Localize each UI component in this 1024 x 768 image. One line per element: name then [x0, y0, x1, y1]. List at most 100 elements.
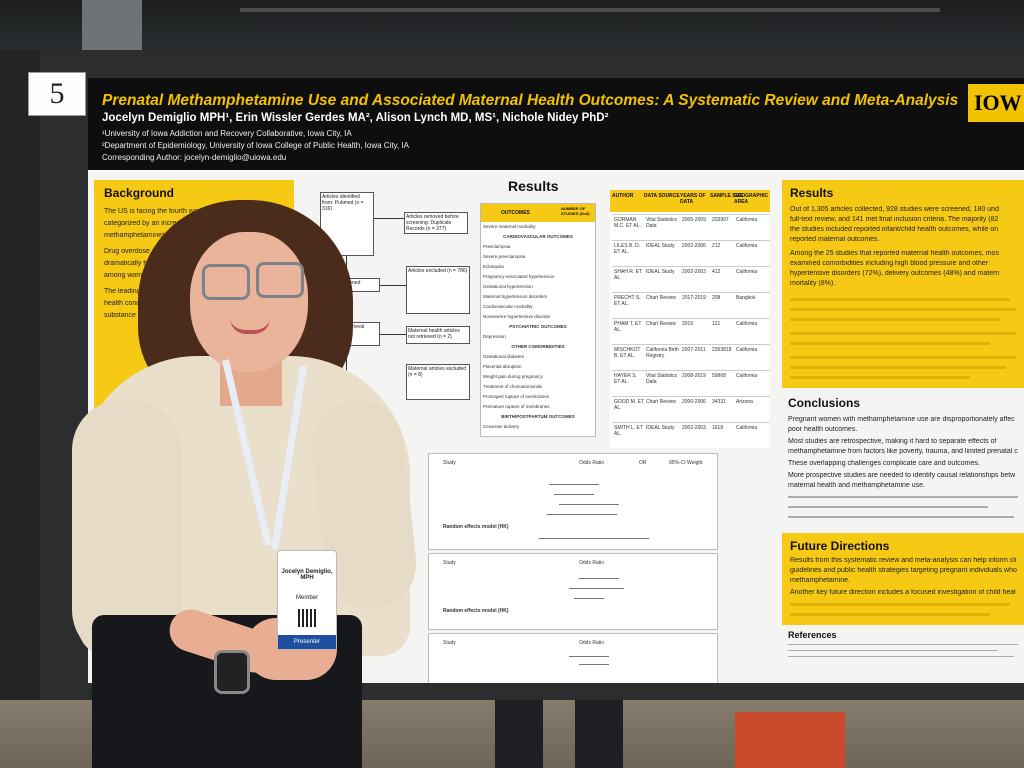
flow-box-not-retrieved: Maternal health articles not retrieved (… [406, 326, 470, 344]
name-badge: Jocelyn Demiglio, MPH Member Presenter [277, 550, 337, 650]
university-logo: IOW [968, 84, 1024, 122]
outcomes-row: OTHER COMORBIDITIES [511, 344, 565, 349]
outcomes-row: Treatment of chorioamnionitis [483, 384, 543, 389]
study-table-cell: 2002-2006 [682, 243, 706, 249]
venue-pillar [82, 0, 142, 55]
board-number-card: 5 [28, 72, 86, 116]
poster-authors: Jocelyn Demiglio MPH¹, Erin Wissler Gerd… [102, 112, 609, 124]
study-table-cell: Vital Statistics Data [646, 373, 678, 385]
background-heading: Background [104, 186, 175, 200]
outcomes-row: Severe preeclampsia [483, 254, 526, 259]
background-person-red-pants [735, 712, 845, 768]
results-bullet: full-text review, and 141 met final incl… [790, 216, 999, 223]
forest-plot-2: Study Odds Ratio Random effects model (H… [428, 553, 718, 630]
study-table-cell: 2000-2006 [682, 399, 706, 405]
study-table-cell: California [736, 217, 758, 223]
outcomes-row: BIRTH/POSTPARTUM OUTCOMES [501, 414, 575, 419]
outcomes-table-header: OUTCOMES NUMBER OF STUDIES (N=8) [481, 204, 595, 222]
background-bullet: methamphetamine¹. [104, 232, 167, 239]
results-bullet: reported maternal outcomes. [790, 236, 880, 243]
poster-title: Prenatal Methamphetamine Use and Associa… [102, 92, 959, 109]
study-table-row: SMITH L. ET AL. IDEAL Study 2002-2003 1618 C… [612, 422, 770, 450]
study-table-row: GOOD M. ET AL. Chart Review 2000-2006 34331… [612, 396, 770, 424]
outcomes-row: Severe maternal morbidity [483, 224, 536, 229]
conclusion-bullet: poor health outcomes. [788, 426, 858, 433]
poster-affiliation-1: ¹University of Iowa Addiction and Recove… [102, 129, 352, 138]
badge-role: Member [295, 595, 318, 601]
outcomes-row: Eclampsia [483, 264, 504, 269]
study-table-cell: Chart Review [646, 295, 677, 301]
outcomes-row: Cardiovascular morbidity [483, 304, 533, 309]
outcomes-table: OUTCOMES NUMBER OF STUDIES (N=8) Severe … [480, 203, 596, 437]
flow-box-removed: Articles removed before screening: Dupli… [404, 212, 468, 234]
study-table-cell: 2002-2003 [682, 269, 706, 275]
conclusion-bullet: maternal health and methamphetamine use. [788, 482, 925, 489]
study-table-cell: California [736, 373, 758, 379]
study-table-cell: Bangkok [736, 295, 756, 301]
conclusion-bullet: Most studies are retrospective, making i… [788, 438, 997, 445]
flow-box-maternal-excluded: Maternal articles excluded (n = 8) [406, 364, 470, 400]
study-table-cell: SHAH R. ET AL. [614, 269, 642, 281]
background-bullet: dramatically from 1999 [104, 260, 175, 267]
study-table-cell: 59868 [712, 373, 726, 379]
study-table-cell: 412 [712, 269, 721, 275]
study-table-cell: Arizona [736, 399, 753, 405]
study-table-cell: California [736, 321, 758, 327]
conclusion-bullet: Pregnant women with methamphetamine use … [788, 416, 1015, 423]
background-person-legs [495, 700, 543, 768]
results-heading-center: Results [508, 178, 559, 194]
background-bullet: The US is facing the fourth wave [104, 208, 206, 215]
poster-header: Prenatal Methamphetamine Use and Associa… [88, 78, 1024, 170]
study-table-header: AUTHOR DATA SOURCE YEARS OF DATA SAMPLE … [610, 190, 770, 212]
study-table-row: LILES B. D. ET AL. IDEAL Study 2002-2006 21… [612, 240, 770, 268]
study-table-cell: Chart Review [646, 399, 677, 405]
results-bullet: mortality (8%). [790, 280, 836, 287]
study-table-cell: California Birth Registry [646, 347, 679, 359]
flow-box-excluded: Articles excluded (n = 786) [406, 266, 470, 314]
study-table-cell: GOOD M. ET AL. [614, 399, 644, 411]
results-heading-right: Results [790, 186, 834, 200]
person-smile [230, 318, 270, 334]
future-directions-heading: Future Directions [790, 539, 890, 553]
study-table-row: HAYER S. ET AL. Vital Statistics Data 2008… [612, 370, 770, 398]
forest-plot-1: Study Odds Ratio OR 95%-CI Weight Random… [428, 453, 718, 550]
outcomes-row: Preeclampsia [483, 244, 511, 249]
background-bullet: health conditions, w [104, 300, 166, 307]
outcomes-row: Weight gain during pregnancy [483, 374, 543, 379]
study-table-cell: PRECHT S. ET AL. [614, 295, 641, 307]
study-table-row: PRECHT S. ET AL. Chart Review 2017-2019 208… [612, 292, 770, 320]
results-section-right: Results Out of 1,305 articles collected,… [782, 180, 1024, 388]
results-bullet: Out of 1,305 articles collected, 928 stu… [790, 206, 999, 213]
study-table-row: MISCHKOT B. ET AL. California Birth Regis… [612, 344, 770, 372]
background-bullet: substance use dis [104, 312, 161, 319]
study-table-cell: PHAM T. ET AL. [614, 321, 642, 333]
future-bullet: methamphetamine. [790, 577, 850, 584]
outcomes-row: Placental abruption [483, 364, 522, 369]
outcomes-row: Gestational hypertension [483, 284, 533, 289]
outcomes-row: Gestational diabetes [483, 354, 525, 359]
outcomes-row: Premature rupture of membranes [483, 404, 550, 409]
background-bullet: Drug overdose deaths [104, 248, 173, 255]
results-bullet: examined comorbidities including high bl… [790, 260, 989, 267]
study-table-cell: 203907 [712, 217, 729, 223]
study-characteristics-table: AUTHOR DATA SOURCE YEARS OF DATA SAMPLE … [610, 190, 770, 448]
forest-plot-3: Study Odds Ratio [428, 633, 718, 683]
study-table-cell: IDEAL Study [646, 243, 675, 249]
study-table-row: SHAH R. ET AL. IDEAL Study 2002-2003 412 Cal… [612, 266, 770, 294]
conclusion-bullet: methamphetamine from factors like povert… [788, 448, 1018, 455]
study-table-cell: IDEAL Study [646, 425, 675, 431]
outcomes-row: Pregnancy-associated hypertension [483, 274, 555, 279]
study-table-cell: MISCHKOT B. ET AL. [614, 347, 641, 359]
study-table-cell: HAYER S. ET AL. [614, 373, 637, 385]
study-table-cell: 2008-2019 [682, 373, 706, 379]
poster-affiliation-2: ²Department of Epidemiology, University … [102, 141, 409, 150]
study-table-cell: SMITH L. ET AL. [614, 425, 643, 437]
study-table-cell: California [736, 425, 758, 431]
study-table-cell: 2017-2019 [682, 295, 706, 301]
badge-presenter-strip: Presenter [278, 635, 336, 649]
badge-name: Jocelyn Demiglio, MPH [281, 569, 333, 581]
background-bullet: categorized by an increase [104, 220, 188, 227]
outcomes-row: PSYCHIATRIC OUTCOMES [509, 324, 567, 329]
study-table-cell: 2007-2011 [682, 347, 706, 353]
study-table-cell: IDEAL Study [646, 269, 675, 275]
